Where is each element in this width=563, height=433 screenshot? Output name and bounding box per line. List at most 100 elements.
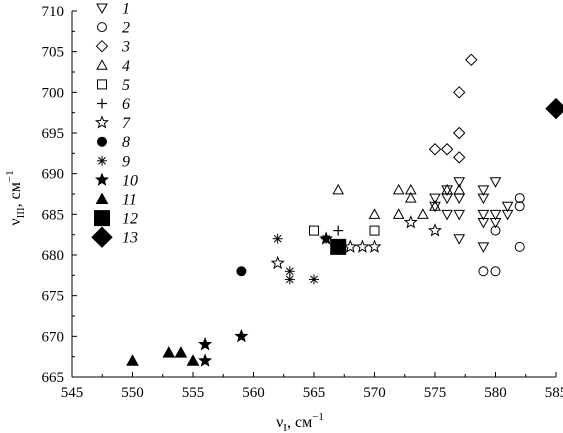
series-1-point xyxy=(489,209,502,221)
x-axis-label-subscript: I xyxy=(283,422,287,433)
series-4-point xyxy=(429,200,441,211)
data-points xyxy=(126,53,563,367)
series-4-point xyxy=(392,208,405,219)
series-8-point xyxy=(236,266,247,277)
y-tick-label: 665 xyxy=(42,370,65,386)
y-axis-label-subscript: III xyxy=(15,207,27,218)
legend-marker-6 xyxy=(97,98,107,109)
series-1-point xyxy=(477,242,490,253)
series-1-point xyxy=(453,193,466,205)
series-4-point xyxy=(392,183,405,195)
x-axis-label-exponent: −1 xyxy=(312,411,324,423)
legend-label-7: 7 xyxy=(122,115,131,132)
series-2-point xyxy=(490,225,501,236)
series-1-point xyxy=(501,201,514,213)
series-11-point xyxy=(174,346,188,358)
series-10-point xyxy=(198,337,213,351)
series-5-point xyxy=(309,225,319,236)
series-4-point xyxy=(417,208,429,219)
legend-label-1: 1 xyxy=(122,1,130,18)
y-axis-ticks: 665 670 675 680 685 690 695 700 705 710 xyxy=(42,4,77,386)
series-3-point xyxy=(452,126,466,140)
y-tick-label: 670 xyxy=(42,329,65,345)
legend-marker-12 xyxy=(94,210,110,227)
legend-label-2: 2 xyxy=(122,20,130,37)
legend-label-3: 3 xyxy=(121,39,130,56)
y-tick-label: 700 xyxy=(42,85,65,101)
x-axis-label-symbol: ν xyxy=(276,414,283,431)
series-2-point xyxy=(514,241,525,252)
series-1-point xyxy=(477,209,490,221)
legend-marker-13 xyxy=(91,226,113,248)
series-7-point xyxy=(403,215,418,229)
legend-marker-1 xyxy=(96,3,108,15)
legend-marker-3 xyxy=(95,39,109,53)
series-9-point xyxy=(309,274,319,285)
series-12-point xyxy=(330,238,347,255)
series-7-point xyxy=(343,239,358,253)
y-tick-label: 695 xyxy=(42,126,65,142)
x-tick-label: 560 xyxy=(242,385,265,401)
y-axis-label: νIII, см−1 xyxy=(4,170,27,225)
y-tick-label: 675 xyxy=(42,289,65,305)
legend-label-10: 10 xyxy=(122,172,138,189)
series-1-point xyxy=(477,217,490,229)
y-tick-label: 680 xyxy=(42,248,65,264)
y-tick-label: 690 xyxy=(42,167,65,183)
series-3-point xyxy=(428,143,442,156)
series-7-point xyxy=(427,223,443,237)
legend-label-5: 5 xyxy=(122,77,130,94)
series-7-point xyxy=(367,239,382,253)
series-10-point xyxy=(319,231,334,245)
series-1-point xyxy=(489,217,502,229)
legend-label-9: 9 xyxy=(122,153,130,170)
y-axis-label-unit: , см xyxy=(7,182,24,207)
series-3-point xyxy=(440,143,454,156)
legend-marker-9 xyxy=(97,155,107,166)
series-4-point xyxy=(453,183,466,195)
legend-label-12: 12 xyxy=(122,211,138,228)
legend-label-8: 8 xyxy=(122,134,130,151)
series-1-point xyxy=(477,185,490,196)
x-tick-label: 580 xyxy=(484,385,507,401)
x-tick-label: 585 xyxy=(545,385,563,401)
y-tick-label: 685 xyxy=(42,207,65,223)
legend-marker-5 xyxy=(97,79,107,90)
series-2-point xyxy=(514,193,525,204)
series-1-point xyxy=(429,193,441,205)
x-tick-label: 570 xyxy=(363,385,386,401)
series-13-point xyxy=(545,97,563,120)
legend-label-4: 4 xyxy=(122,58,130,75)
legend-marker-4 xyxy=(96,59,108,70)
x-axis-ticks: 545 550 555 560 565 570 575 580 585 xyxy=(61,372,563,401)
x-tick-label: 575 xyxy=(424,385,447,401)
series-11-point xyxy=(186,354,200,366)
series-4-point xyxy=(404,192,417,203)
y-axis-label-symbol: ν xyxy=(7,218,24,225)
series-3-point xyxy=(452,86,466,99)
series-1-point xyxy=(489,177,502,188)
series-1-point xyxy=(453,209,466,221)
legend-label-6: 6 xyxy=(122,96,130,113)
legend-marker-10 xyxy=(94,172,110,186)
series-4-point xyxy=(332,183,345,195)
series-7-point xyxy=(270,255,285,270)
x-axis-label-unit: , см xyxy=(287,414,312,431)
series-3-point xyxy=(465,53,478,67)
series-10-point xyxy=(198,353,213,367)
legend-marker-11 xyxy=(95,192,109,204)
series-2-point xyxy=(514,201,525,212)
series-5-point xyxy=(369,225,380,236)
series-2-point xyxy=(490,266,501,277)
series-10-point xyxy=(234,328,249,343)
series-7-point xyxy=(355,239,370,253)
series-1-point xyxy=(453,234,466,245)
series-6-point xyxy=(333,225,344,236)
x-tick-label: 550 xyxy=(121,385,144,401)
legend-marker-7 xyxy=(94,115,110,129)
series-3-point xyxy=(452,151,466,164)
series-9-point xyxy=(284,274,295,285)
series-1-point xyxy=(441,209,453,221)
